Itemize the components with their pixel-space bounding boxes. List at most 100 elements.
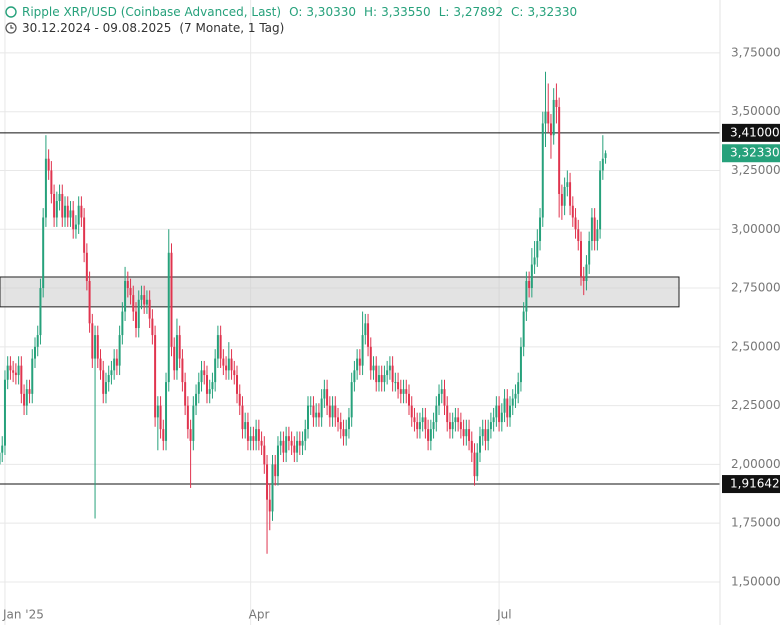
last-price-label: 3,32330 bbox=[730, 146, 780, 160]
candle-body bbox=[511, 398, 514, 406]
candle-body bbox=[569, 182, 572, 206]
candle-body bbox=[309, 405, 312, 407]
candle-body bbox=[195, 393, 198, 406]
candle-body bbox=[306, 405, 309, 430]
candle-body bbox=[96, 335, 99, 359]
candle-body bbox=[560, 193, 563, 206]
candle-body bbox=[186, 405, 189, 430]
candle-body bbox=[361, 335, 364, 366]
candle-body bbox=[233, 370, 236, 376]
candle-body bbox=[328, 405, 331, 418]
header-line: Ripple XRP/USD (Coinbase Advanced, Last)… bbox=[22, 5, 577, 19]
candle-body bbox=[298, 440, 301, 446]
candle-body bbox=[279, 440, 282, 446]
candle-body bbox=[470, 440, 473, 453]
candle-body bbox=[184, 382, 187, 406]
candle-body bbox=[440, 389, 443, 394]
candle-body bbox=[435, 405, 438, 423]
candle-body bbox=[367, 323, 370, 347]
candle-body bbox=[107, 375, 110, 383]
candle-body bbox=[137, 299, 140, 329]
candle-body bbox=[255, 429, 258, 441]
candle-body bbox=[375, 365, 378, 383]
candle-body bbox=[50, 170, 53, 194]
candle-body bbox=[301, 440, 304, 446]
y-tick-label: 1,75000 bbox=[731, 516, 780, 530]
date-range: 30.12.2024 - 09.08.2025 (7 Monate, 1 Tag) bbox=[22, 21, 284, 35]
candle-body bbox=[416, 422, 419, 430]
candle-body bbox=[36, 335, 39, 347]
candle-body bbox=[44, 158, 47, 218]
candle-body bbox=[236, 375, 239, 394]
candle-body bbox=[509, 405, 512, 418]
candle-body bbox=[20, 365, 23, 394]
x-tick-label: Jul bbox=[496, 608, 511, 622]
title: Ripple XRP/USD (Coinbase Advanced, Last) bbox=[22, 5, 281, 19]
candle-body bbox=[3, 379, 6, 446]
header: Ripple XRP/USD (Coinbase Advanced, Last)… bbox=[5, 5, 577, 35]
candle-body bbox=[69, 210, 72, 218]
candle-body bbox=[296, 440, 299, 453]
candle-body bbox=[350, 382, 353, 418]
candle-body bbox=[33, 346, 36, 359]
candle-body bbox=[601, 158, 604, 171]
y-tick-label: 2,50000 bbox=[731, 339, 780, 353]
y-tick-label: 2,75000 bbox=[731, 281, 780, 295]
candle-body bbox=[522, 311, 525, 347]
candle-body bbox=[454, 417, 457, 423]
ohlc-key: H: bbox=[364, 5, 377, 19]
candle-body bbox=[246, 422, 249, 441]
candle-body bbox=[58, 193, 61, 202]
candle-body bbox=[547, 111, 550, 124]
candle-body bbox=[110, 370, 113, 376]
candle-body bbox=[85, 252, 88, 281]
level-tag bbox=[722, 123, 780, 142]
candle-body bbox=[585, 264, 588, 281]
candle-body bbox=[230, 358, 233, 371]
y-tick-label: 3,25000 bbox=[731, 163, 780, 177]
candle-body bbox=[399, 389, 402, 394]
candle-body bbox=[268, 499, 271, 512]
candle-body bbox=[205, 375, 208, 394]
candle-body bbox=[80, 205, 83, 218]
candle-body bbox=[530, 264, 533, 289]
candle-body bbox=[451, 422, 454, 430]
candle-body bbox=[345, 429, 348, 437]
candle-body bbox=[571, 205, 574, 218]
candle-body bbox=[266, 464, 269, 500]
candle-body bbox=[388, 365, 391, 371]
candle-body bbox=[39, 288, 42, 336]
candle-body bbox=[326, 389, 329, 406]
candle-body bbox=[596, 229, 599, 242]
ohlc-value: 3,33550 bbox=[381, 5, 431, 19]
candle-body bbox=[588, 241, 591, 265]
candle-body bbox=[61, 193, 64, 218]
candle-body bbox=[320, 398, 323, 418]
candle-body bbox=[252, 436, 255, 441]
candle-body bbox=[216, 335, 219, 359]
candle-body bbox=[271, 464, 274, 512]
candle-body bbox=[337, 417, 340, 423]
candle-body bbox=[159, 405, 162, 430]
candle-body bbox=[211, 382, 214, 390]
clock-hands bbox=[10, 25, 14, 29]
span: (7 Monate, 1 Tag) bbox=[179, 21, 284, 35]
candle-body bbox=[0, 452, 1, 465]
candle-body bbox=[181, 358, 184, 383]
candle-body bbox=[476, 452, 479, 477]
candle-body bbox=[563, 186, 566, 206]
y-tick-label: 2,25000 bbox=[731, 398, 780, 412]
candle-body bbox=[421, 417, 424, 423]
candle-body bbox=[249, 436, 252, 441]
candle-body bbox=[514, 393, 517, 399]
candle-body bbox=[151, 318, 154, 336]
candle-body bbox=[457, 417, 460, 423]
last-price-tag bbox=[722, 144, 780, 163]
candle-body bbox=[317, 412, 320, 418]
candle-body bbox=[132, 295, 135, 312]
y-tick-label: 3,75000 bbox=[731, 45, 780, 59]
ohlc-key: C: bbox=[511, 5, 523, 19]
